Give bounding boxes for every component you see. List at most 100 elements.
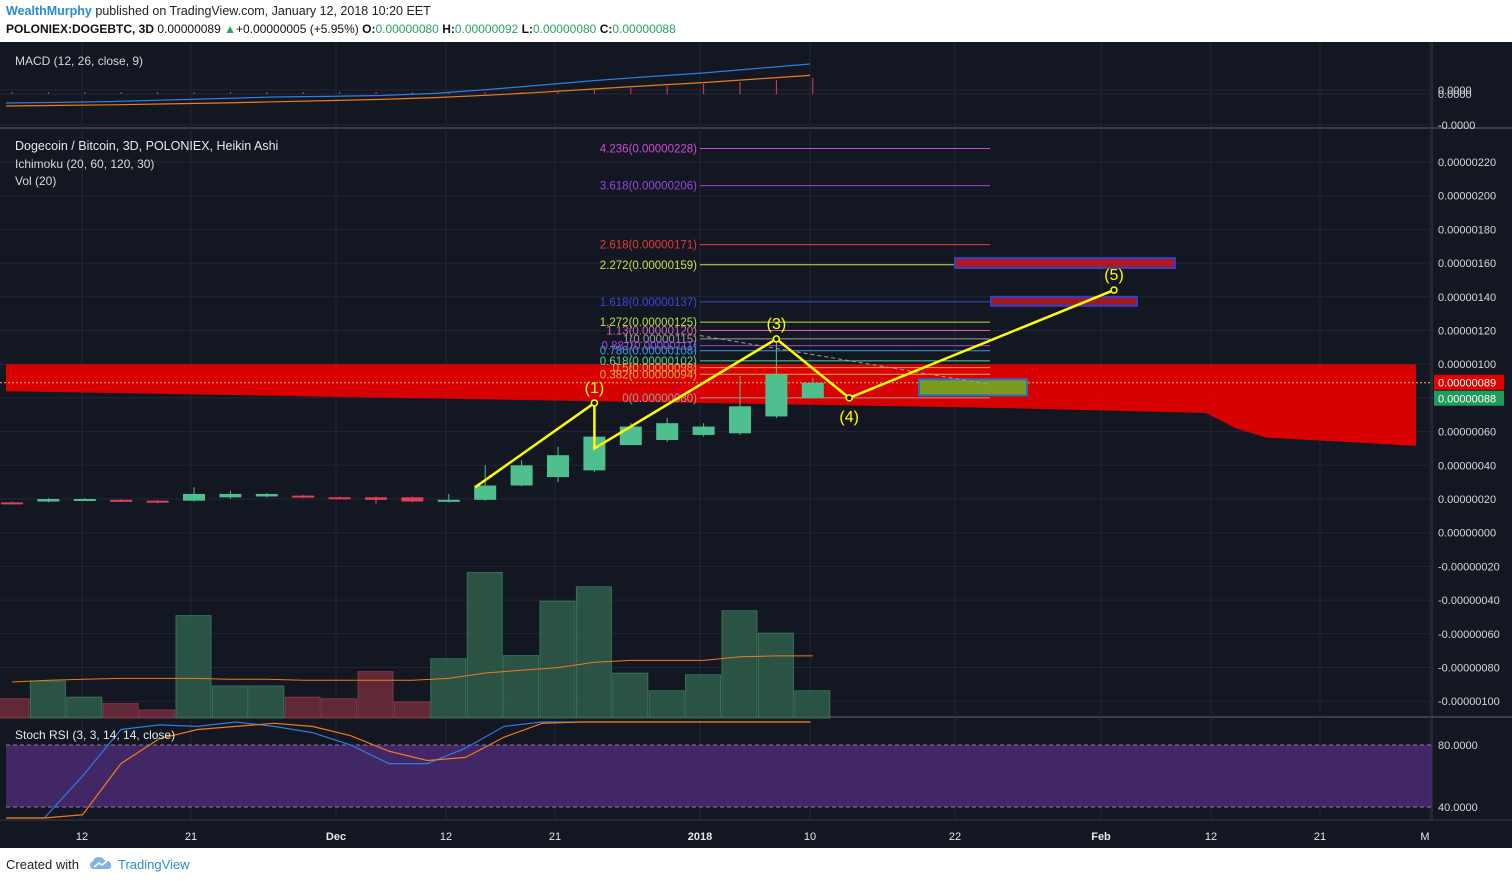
price-tick-label: 0.00000000 bbox=[1438, 528, 1496, 540]
quote-line: POLONIEX:DOGEBTC, 3D 0.00000089 ▲+0.0000… bbox=[6, 22, 676, 36]
volume-bar bbox=[685, 674, 722, 719]
candle-bull bbox=[37, 499, 60, 502]
fib-level-label: 0.382(0.00000094) bbox=[600, 369, 697, 381]
candle-bull bbox=[73, 499, 96, 501]
fib-level-label: 3.618(0.00000206) bbox=[600, 181, 697, 193]
time-tick-label: Dec bbox=[326, 831, 346, 843]
volume-bar bbox=[321, 698, 358, 719]
volume-bar bbox=[139, 709, 176, 719]
price-tick-label: 0.00000060 bbox=[1438, 427, 1496, 439]
candle-bull bbox=[765, 374, 788, 417]
fib-level-label: 2.272(0.00000159) bbox=[600, 260, 697, 272]
low-value: 0.00000080 bbox=[532, 22, 597, 36]
candle-bull bbox=[801, 382, 824, 398]
candle-bull bbox=[510, 465, 533, 486]
candle-bear bbox=[1, 502, 23, 505]
wave-label-3: (3) bbox=[767, 316, 787, 333]
fib-level-label: 1.618(0.00000137) bbox=[600, 297, 697, 309]
wave-point bbox=[845, 394, 853, 402]
wave-point bbox=[590, 399, 599, 407]
volume-bar bbox=[794, 690, 831, 719]
close-value: 0.00000088 bbox=[612, 22, 676, 36]
time-tick-label: 10 bbox=[804, 831, 816, 843]
stoch-d-line bbox=[6, 721, 811, 819]
fib-level-label: 0.786(0.00000108) bbox=[600, 346, 697, 358]
symbol-label: POLONIEX:DOGEBTC, 3D bbox=[6, 22, 155, 36]
last-price: 0.00000089 bbox=[157, 22, 221, 36]
publish-line: WealthMurphy published on TradingView.co… bbox=[6, 4, 431, 18]
wave-label-4: (4) bbox=[839, 409, 859, 426]
stoch-band bbox=[6, 745, 1432, 807]
time-tick-label: Feb bbox=[1091, 831, 1111, 843]
projection-line bbox=[699, 335, 991, 385]
fib-level-label: 2.618(0.00000171) bbox=[600, 240, 697, 252]
volume-bar bbox=[466, 571, 503, 719]
fib-level-label: 0.5(0.00000098) bbox=[613, 363, 698, 375]
price-tick-label: -0.00000020 bbox=[1438, 561, 1500, 573]
chart-canvas[interactable]: 0.00000220 0.00000200 0.00000180 0.00000… bbox=[0, 42, 1512, 848]
macd-tick-label: 0.0000 bbox=[1438, 89, 1472, 101]
price-tick-label: 0.00000180 bbox=[1438, 224, 1496, 236]
stoch-tick-label: 80.0000 bbox=[1438, 740, 1478, 752]
volume-bar bbox=[357, 671, 394, 719]
open-value: 0.00000080 bbox=[375, 22, 439, 36]
volume-bar bbox=[575, 586, 612, 719]
open-label: O: bbox=[362, 22, 376, 36]
price-tick-label: -0.00000100 bbox=[1438, 696, 1500, 708]
macd-line bbox=[5, 63, 811, 104]
fib-level-label: 0.618(0.00000102) bbox=[600, 356, 697, 368]
time-tick-label: 12 bbox=[76, 831, 88, 843]
author-link[interactable]: WealthMurphy bbox=[6, 4, 92, 18]
candle-bull bbox=[547, 455, 569, 478]
target-box-upper bbox=[954, 257, 1176, 270]
volume-bar bbox=[0, 698, 30, 719]
main-pane-title: Dogecoin / Bitcoin, 3D, POLONIEX, Heikin… bbox=[15, 139, 278, 153]
time-tick-label: M bbox=[1420, 831, 1429, 843]
wave-point bbox=[1110, 286, 1118, 294]
volume-bar bbox=[539, 600, 576, 719]
candle-bull bbox=[692, 426, 715, 435]
price-tick-label: 0.00000100 bbox=[1438, 359, 1496, 371]
publish-header: WealthMurphy published on TradingView.co… bbox=[0, 0, 1512, 42]
fib-level-label: 1.272(0.00000125) bbox=[600, 317, 697, 329]
time-tick-label: 22 bbox=[949, 831, 961, 843]
chart-area[interactable]: 0.00000220 0.00000200 0.00000180 0.00000… bbox=[0, 42, 1512, 848]
price-tick-label: -0.00000040 bbox=[1438, 595, 1500, 607]
time-tick-label: 21 bbox=[1314, 831, 1326, 843]
wave-label-5: (5) bbox=[1104, 267, 1124, 284]
tradingview-brand-link[interactable]: TradingView bbox=[118, 857, 190, 872]
last-price-tag bbox=[1434, 374, 1504, 390]
published-text: published on TradingView.com, January 12… bbox=[95, 4, 431, 18]
volume-bar bbox=[757, 632, 794, 719]
price-tick-label: 0.00000160 bbox=[1438, 258, 1496, 270]
target-box-lower bbox=[990, 295, 1138, 307]
high-label: H: bbox=[442, 22, 455, 36]
price-tick-label: 0.00000140 bbox=[1438, 292, 1496, 304]
time-tick-label: 12 bbox=[1205, 831, 1217, 843]
volume-bar bbox=[721, 610, 758, 719]
created-with-text: Created with bbox=[6, 857, 79, 872]
stoch-tick-label: 40.0000 bbox=[1438, 802, 1478, 814]
candle-bear bbox=[328, 497, 351, 500]
candle-bear bbox=[365, 497, 387, 500]
candle-bull bbox=[219, 493, 242, 498]
volume-bar bbox=[393, 701, 430, 719]
macd-tick-label: -0.0000 bbox=[1438, 120, 1475, 132]
volume-bar bbox=[29, 680, 66, 719]
candle-bull bbox=[619, 426, 642, 446]
volume-bar bbox=[648, 690, 685, 719]
candle-bear bbox=[146, 500, 169, 503]
candle-bear bbox=[110, 499, 133, 502]
fib-level-label: 0(0.00000080) bbox=[622, 393, 697, 405]
candle-bull bbox=[474, 485, 497, 500]
time-tick-label: 21 bbox=[549, 831, 561, 843]
footer: Created with TradingView bbox=[0, 848, 1512, 882]
candle-bull bbox=[183, 493, 205, 501]
price-tick-label: 0.00000040 bbox=[1438, 460, 1496, 472]
low-label: L: bbox=[521, 22, 533, 36]
price-tick-label: -0.00000080 bbox=[1438, 663, 1500, 675]
ichimoku-title: Ichimoku (20, 60, 120, 30) bbox=[15, 157, 154, 171]
volume-bar bbox=[612, 672, 649, 719]
support-zone-box bbox=[918, 378, 1028, 397]
time-tick-label: 21 bbox=[185, 831, 197, 843]
